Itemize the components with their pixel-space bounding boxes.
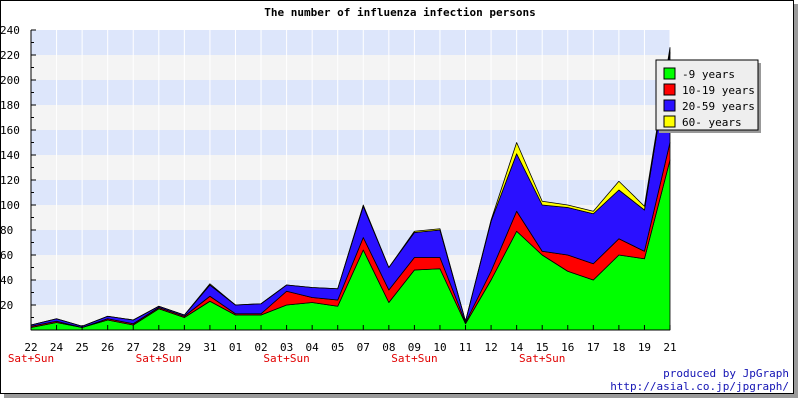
legend-swatch-9-years bbox=[663, 67, 676, 80]
y-tick-label: 80 bbox=[0, 224, 13, 237]
y-tick-label: 240 bbox=[0, 24, 20, 37]
legend: -9 years 10-19 years 20-59 years 60- years bbox=[655, 59, 761, 133]
x-tick-label: 03 bbox=[280, 341, 293, 354]
x-tick-label: 01 bbox=[229, 341, 242, 354]
x-tick-label: 28 bbox=[152, 341, 165, 354]
x-tick-label: 12 bbox=[484, 341, 497, 354]
y-tick-label: 140 bbox=[0, 149, 20, 162]
stacked-areas bbox=[30, 47, 671, 331]
legend-swatch-10-19-years bbox=[663, 83, 676, 96]
x-tick-label: 17 bbox=[587, 341, 600, 354]
x-tick-label: 27 bbox=[127, 341, 140, 354]
grid-band bbox=[31, 155, 670, 180]
y-tick-label: 60 bbox=[0, 249, 13, 262]
legend-swatch-20-59-years bbox=[663, 99, 676, 112]
grid-band bbox=[31, 130, 670, 155]
x-tick-label: 04 bbox=[306, 341, 320, 354]
legend-label-9-years: -9 years bbox=[682, 68, 735, 81]
x-tick-label: 08 bbox=[382, 341, 395, 354]
x-tick-label: 09 bbox=[408, 341, 421, 354]
legend-label-60-years: 60- years bbox=[682, 116, 742, 129]
x-tick-label: 22 bbox=[24, 341, 37, 354]
grid-band bbox=[31, 30, 670, 55]
y-tick-label: 200 bbox=[0, 74, 20, 87]
grid-band bbox=[31, 80, 670, 105]
x-tick-label: 26 bbox=[101, 341, 114, 354]
grid-band bbox=[31, 55, 670, 80]
weekend-label: Sat+Sun bbox=[8, 352, 54, 365]
credit-line-2: http://asial.co.jp/jpgraph/ bbox=[610, 380, 789, 393]
y-tick-label: 40 bbox=[0, 274, 13, 287]
weekend-label: Sat+Sun bbox=[391, 352, 437, 365]
y-tick-label: 20 bbox=[0, 299, 13, 312]
y-tick-label: 120 bbox=[0, 174, 20, 187]
x-tick-label: 14 bbox=[510, 341, 524, 354]
x-tick-label: 05 bbox=[331, 341, 344, 354]
chart-axes bbox=[30, 29, 671, 331]
weekend-labels: Sat+Sun Sat+Sun Sat+Sun Sat+Sun Sat+Sun bbox=[8, 352, 566, 365]
legend-label-20-59-years: 20-59 years bbox=[682, 100, 755, 113]
x-tick-label: 24 bbox=[50, 341, 64, 354]
x-tick-label: 16 bbox=[561, 341, 574, 354]
y-tick-label: 100 bbox=[0, 199, 20, 212]
series-area-60-years bbox=[30, 47, 671, 327]
credit-line-1: produced by JpGraph bbox=[663, 367, 789, 380]
y-tick-label: 180 bbox=[0, 99, 20, 112]
legend-label-10-19-years: 10-19 years bbox=[682, 84, 755, 97]
x-tick-label: 11 bbox=[459, 341, 472, 354]
y-tick-labels: 20 40 60 80 100 120 140 160 180 200 220 240 bbox=[0, 24, 20, 312]
x-tick-label: 25 bbox=[75, 341, 88, 354]
x-tick-label: 07 bbox=[357, 341, 370, 354]
x-tick-label: 19 bbox=[638, 341, 651, 354]
x-tick-label: 31 bbox=[203, 341, 216, 354]
x-tick-label: 21 bbox=[663, 341, 676, 354]
x-tick-label: 02 bbox=[254, 341, 267, 354]
grid-band bbox=[31, 180, 670, 205]
grid-band bbox=[31, 105, 670, 130]
weekend-label: Sat+Sun bbox=[263, 352, 309, 365]
x-tick-label: 18 bbox=[612, 341, 625, 354]
legend-swatch-60-years bbox=[663, 115, 676, 128]
chart-title: The number of influenza infection person… bbox=[264, 6, 536, 19]
y-tick-label: 220 bbox=[0, 49, 20, 62]
y-tick-label: 160 bbox=[0, 124, 20, 137]
x-tick-label: 10 bbox=[433, 341, 446, 354]
x-tick-labels: 22 24 25 26 27 28 29 31 01 02 03 04 05 07 08 09 10 11 12 14… bbox=[24, 341, 676, 354]
x-tick-label: 15 bbox=[536, 341, 549, 354]
x-tick-label: 29 bbox=[178, 341, 191, 354]
weekend-label: Sat+Sun bbox=[136, 352, 182, 365]
weekend-label: Sat+Sun bbox=[519, 352, 565, 365]
